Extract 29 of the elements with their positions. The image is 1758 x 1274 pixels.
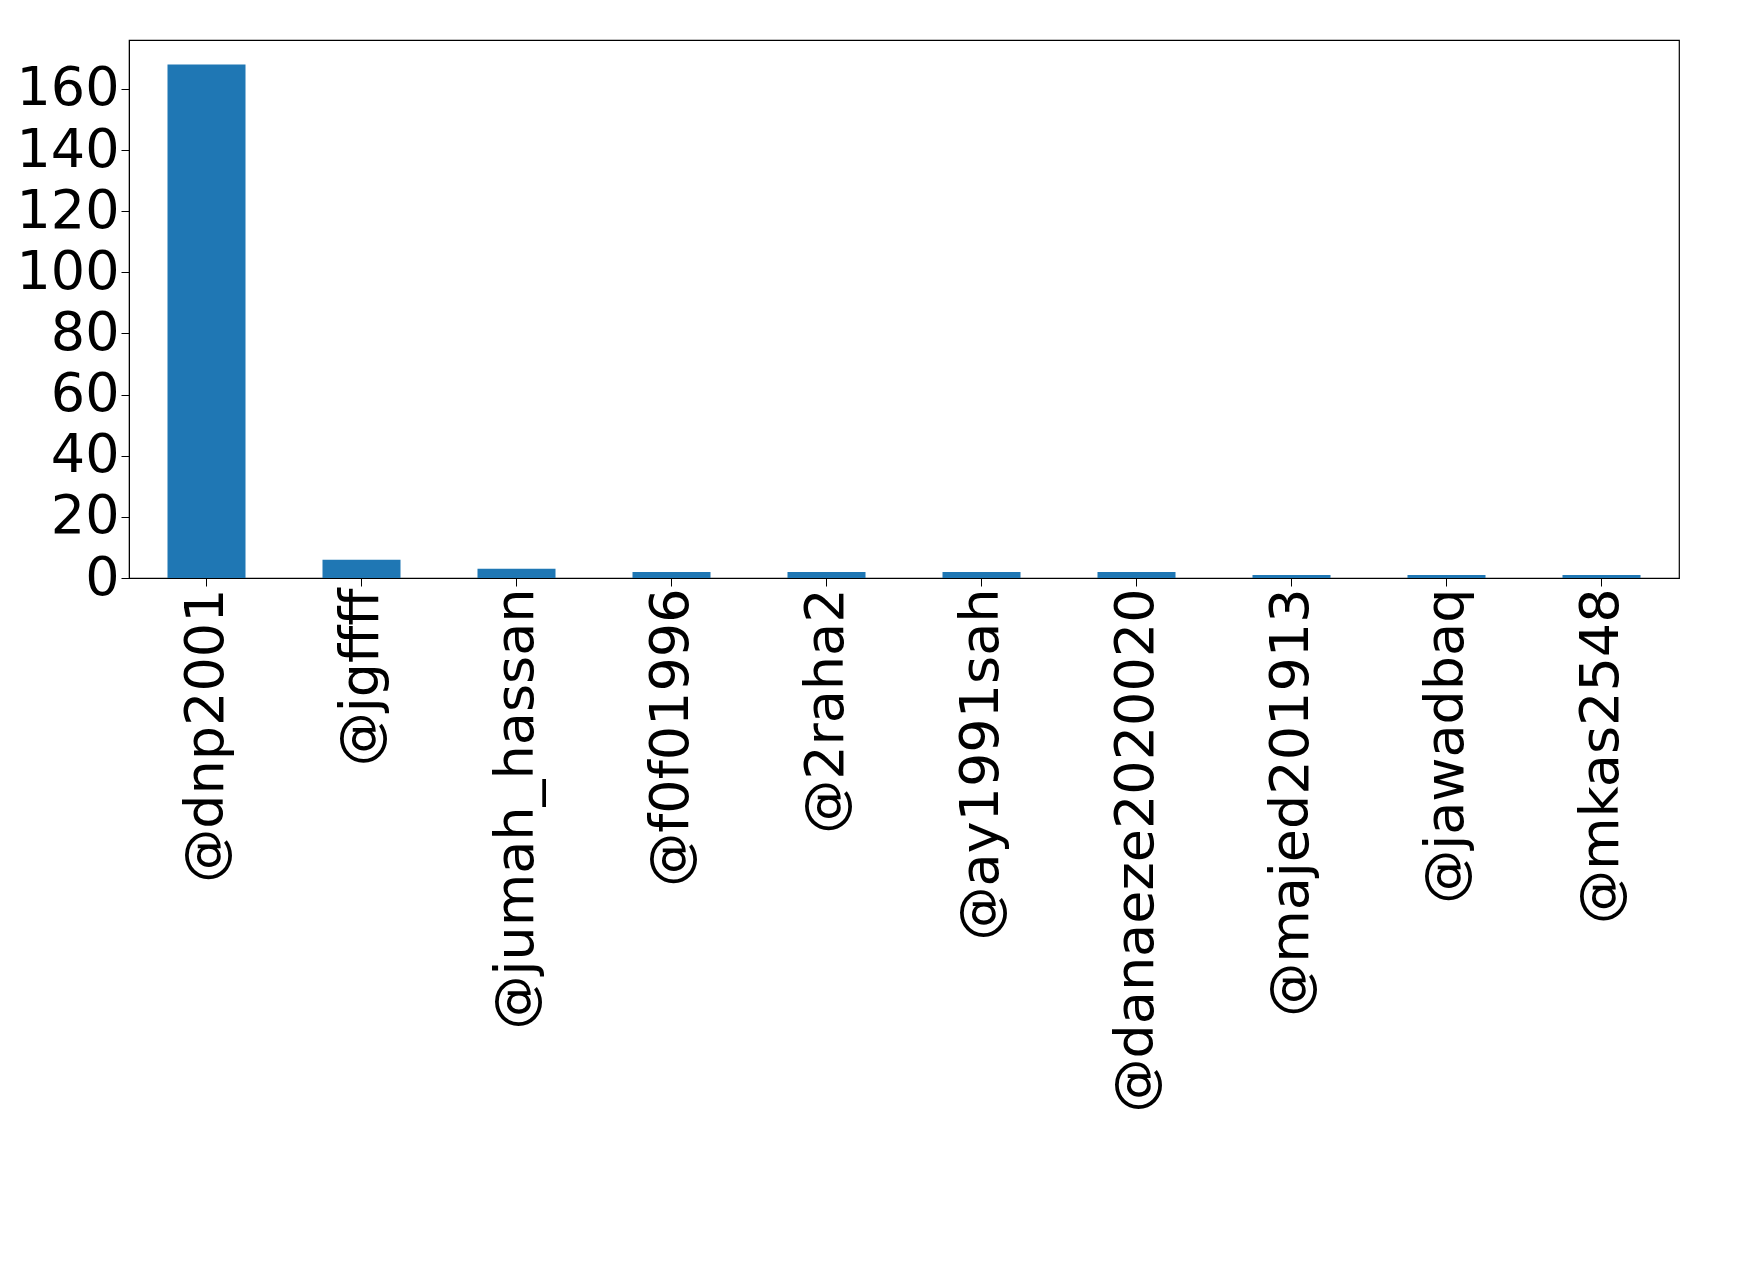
y-tick-label: 80 [50,299,120,363]
y-tick-label: 40 [50,422,120,486]
y-tick-label: 140 [16,116,120,180]
bar [942,571,1021,578]
x-tick-label: @mkas2548 [1567,588,1631,925]
bar [1252,574,1331,578]
bar [1407,574,1486,578]
y-tick-label: 160 [16,55,120,119]
y-tick-label: 120 [16,177,120,241]
x-tick-label: @2raha2 [792,588,856,834]
x-tick-label: @f0f01996 [637,588,701,887]
x-tick-label: @danaeze2020020 [1102,588,1166,1113]
bar [477,568,556,578]
x-tick-label: @jumah_hassan [482,588,546,1030]
y-tick-label: 20 [50,483,120,547]
bar [1562,574,1641,578]
y-tick-label: 60 [50,361,120,425]
y-tick-label: 100 [16,238,120,302]
x-tick-label: @majed201913 [1257,588,1321,1017]
bar [322,559,401,578]
x-tick-label: @ay1991sah [947,588,1011,941]
y-tick-label: 0 [85,544,120,608]
bar [632,571,711,578]
x-tick-label: @jawadbaq [1412,588,1476,904]
bar [167,64,246,578]
bar [1097,571,1176,578]
bar [787,571,866,578]
x-tick-label: @jgffff [327,586,391,767]
x-tick-label: @dnp2001 [172,588,236,883]
